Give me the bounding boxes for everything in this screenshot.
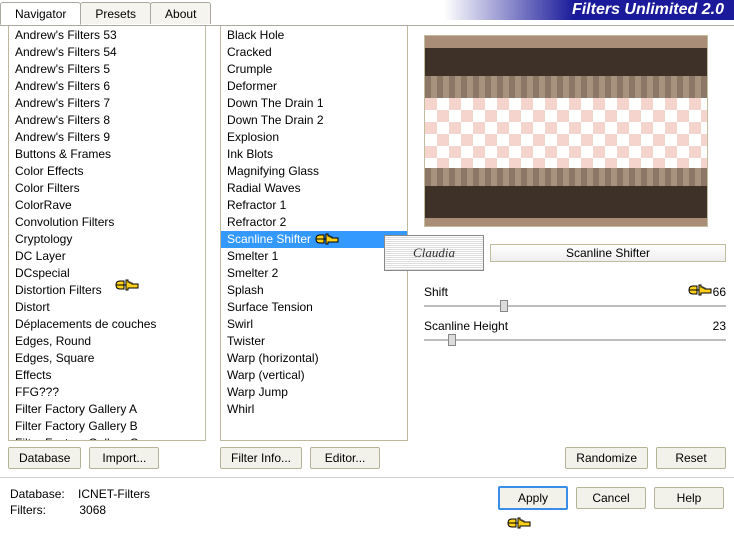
list-item[interactable]: Down The Drain 2	[221, 112, 407, 129]
list-item[interactable]: Radial Waves	[221, 180, 407, 197]
list-item[interactable]: FFG???	[9, 384, 205, 401]
filter-category-list[interactable]: Andrew's Filters 53Andrew's Filters 54An…	[8, 25, 206, 441]
list-item[interactable]: Whirl	[221, 401, 407, 418]
param-shift-label: Shift	[424, 285, 698, 299]
tab-navigator[interactable]: Navigator	[0, 2, 81, 25]
list-item[interactable]: Scanline Shifter	[221, 231, 407, 248]
tab-bar: Navigator Presets About	[0, 2, 734, 24]
filters-label: Filters:	[10, 503, 46, 517]
list-item[interactable]: Andrew's Filters 7	[9, 95, 205, 112]
param-scanline-height-label: Scanline Height	[424, 319, 698, 333]
param-scanline-height-value: 23	[698, 319, 726, 333]
list-item[interactable]: Déplacements de couches	[9, 316, 205, 333]
list-item[interactable]: Filter Factory Gallery B	[9, 418, 205, 435]
list-item[interactable]: Edges, Round	[9, 333, 205, 350]
watermark: Claudia	[384, 235, 484, 271]
import-button[interactable]: Import...	[89, 447, 159, 469]
list-item[interactable]: Andrew's Filters 8	[9, 112, 205, 129]
list-item[interactable]: Refractor 1	[221, 197, 407, 214]
tab-presets[interactable]: Presets	[80, 2, 151, 24]
param-shift-slider[interactable]	[424, 303, 726, 309]
list-item[interactable]: Explosion	[221, 129, 407, 146]
list-item[interactable]: Convolution Filters	[9, 214, 205, 231]
filter-params: Shift 66 Scanline Height 23	[424, 281, 726, 345]
help-button[interactable]: Help	[654, 487, 724, 509]
list-item[interactable]: Ink Blots	[221, 146, 407, 163]
list-item[interactable]: Deformer	[221, 78, 407, 95]
db-value: ICNET-Filters	[78, 487, 150, 501]
list-item[interactable]: Andrew's Filters 9	[9, 129, 205, 146]
list-item[interactable]: Swirl	[221, 316, 407, 333]
list-item[interactable]: ColorRave	[9, 197, 205, 214]
list-item[interactable]: Andrew's Filters 5	[9, 61, 205, 78]
apply-button[interactable]: Apply	[498, 486, 568, 510]
list-item[interactable]: Filter Factory Gallery A	[9, 401, 205, 418]
param-shift-value: 66	[698, 285, 726, 299]
list-item[interactable]: DCspecial	[9, 265, 205, 282]
list-item[interactable]: Edges, Square	[9, 350, 205, 367]
filters-value: 3068	[79, 503, 106, 517]
list-item[interactable]: Warp Jump	[221, 384, 407, 401]
tab-about[interactable]: About	[150, 2, 211, 24]
list-item[interactable]: Effects	[9, 367, 205, 384]
filter-info-button[interactable]: Filter Info...	[220, 447, 302, 469]
db-label: Database:	[10, 487, 65, 501]
list-item[interactable]: Buttons & Frames	[9, 146, 205, 163]
list-item[interactable]: Filter Factory Gallery C	[9, 435, 205, 441]
filter-list[interactable]: Black HoleCrackedCrumpleDeformerDown The…	[220, 25, 408, 441]
database-button[interactable]: Database	[8, 447, 81, 469]
list-item[interactable]: Warp (horizontal)	[221, 350, 407, 367]
list-item[interactable]: Smelter 1	[221, 248, 407, 265]
footer-info: Database: ICNET-Filters Filters: 3068	[10, 486, 150, 518]
list-item[interactable]: Refractor 2	[221, 214, 407, 231]
list-item[interactable]: Distort	[9, 299, 205, 316]
list-item[interactable]: Down The Drain 1	[221, 95, 407, 112]
list-item[interactable]: Andrew's Filters 6	[9, 78, 205, 95]
list-item[interactable]: Black Hole	[221, 27, 407, 44]
list-item[interactable]: Warp (vertical)	[221, 367, 407, 384]
list-item[interactable]: DC Layer	[9, 248, 205, 265]
filter-name-label: Scanline Shifter	[490, 244, 726, 262]
filter-preview	[424, 35, 708, 227]
randomize-button[interactable]: Randomize	[565, 447, 648, 469]
list-item[interactable]: Distortion Filters	[9, 282, 205, 299]
list-item[interactable]: Color Effects	[9, 163, 205, 180]
list-item[interactable]: Surface Tension	[221, 299, 407, 316]
list-item[interactable]: Cracked	[221, 44, 407, 61]
list-item[interactable]: Andrew's Filters 54	[9, 44, 205, 61]
list-item[interactable]: Andrew's Filters 53	[9, 27, 205, 44]
list-item[interactable]: Crumple	[221, 61, 407, 78]
list-item[interactable]: Twister	[221, 333, 407, 350]
editor-button[interactable]: Editor...	[310, 447, 380, 469]
list-item[interactable]: Cryptology	[9, 231, 205, 248]
list-item[interactable]: Smelter 2	[221, 265, 407, 282]
reset-button[interactable]: Reset	[656, 447, 726, 469]
list-item[interactable]: Magnifying Glass	[221, 163, 407, 180]
cancel-button[interactable]: Cancel	[576, 487, 646, 509]
list-item[interactable]: Splash	[221, 282, 407, 299]
list-item[interactable]: Color Filters	[9, 180, 205, 197]
param-scanline-height-slider[interactable]	[424, 337, 726, 343]
